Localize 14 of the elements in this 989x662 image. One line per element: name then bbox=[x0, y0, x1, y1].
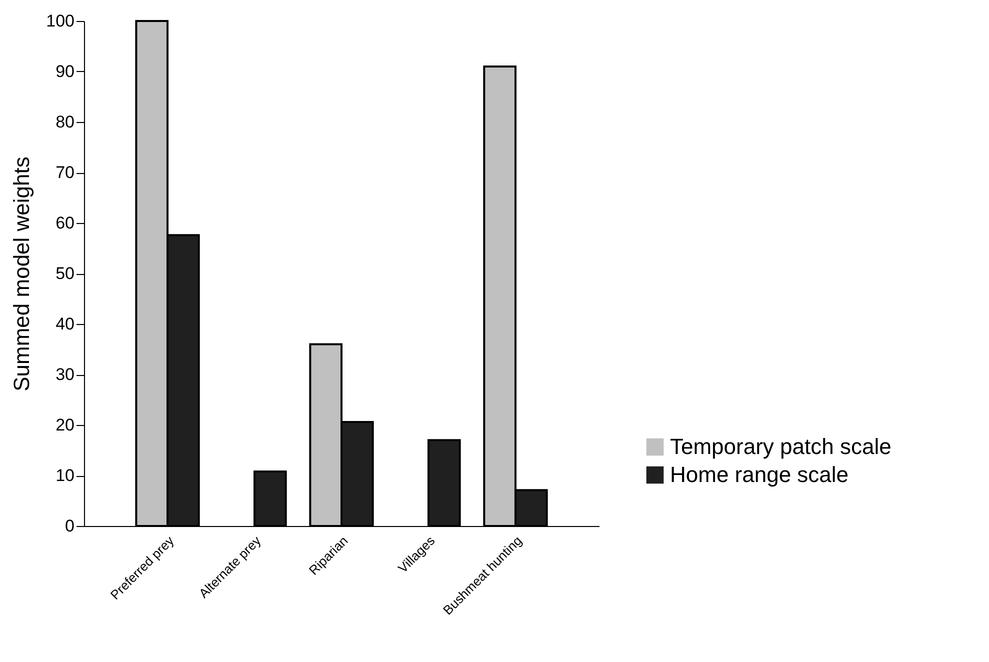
y-tick-label: 30 bbox=[56, 365, 74, 384]
y-tick-label: 10 bbox=[56, 466, 74, 485]
y-tick-label: 40 bbox=[56, 314, 74, 334]
y-tick-label: 80 bbox=[56, 112, 74, 132]
y-tick-label: 0 bbox=[65, 516, 74, 536]
y-tick-label: 90 bbox=[56, 62, 74, 81]
y-tick-label: 50 bbox=[56, 264, 74, 283]
legend-label: Home range scale bbox=[670, 462, 849, 487]
y-tick-label: 20 bbox=[56, 416, 74, 434]
y-axis-title: Summed model weights bbox=[9, 156, 34, 392]
y-tick-label: 100 bbox=[46, 12, 74, 30]
y-tick-label: 70 bbox=[56, 163, 74, 182]
y-tick-label: 60 bbox=[56, 214, 74, 232]
legend-label: Temporary patch scale bbox=[670, 434, 892, 459]
